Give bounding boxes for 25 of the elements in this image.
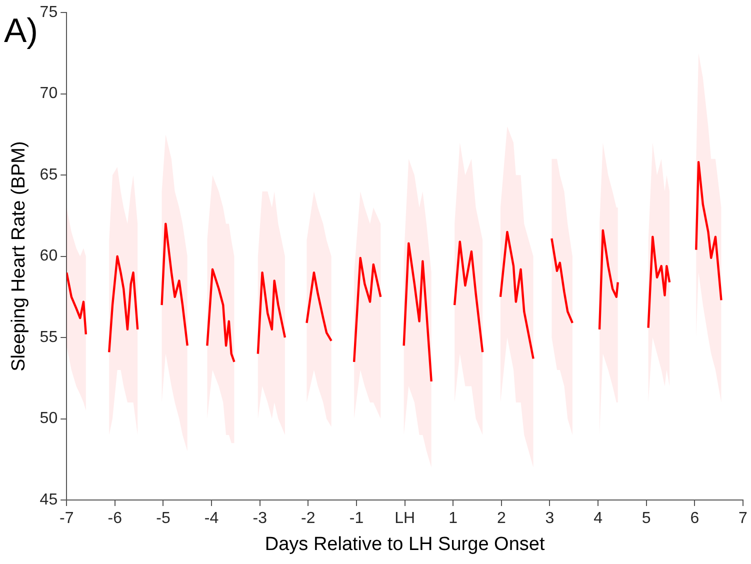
- y-tick-label: 50: [40, 410, 58, 428]
- x-tick-label: -2: [301, 510, 316, 528]
- x-tick-label: 4: [594, 510, 603, 528]
- x-tick-label: -1: [349, 510, 364, 528]
- y-tick-label: 65: [40, 166, 58, 184]
- x-tick-label: -4: [204, 510, 219, 528]
- x-tick-label: 5: [642, 510, 651, 528]
- x-tick-label: 6: [690, 510, 700, 528]
- y-tick-label: 55: [40, 328, 58, 346]
- x-tick-label: LH: [394, 510, 416, 528]
- x-tick-label: 7: [738, 510, 748, 528]
- text: A): [4, 12, 38, 51]
- y-tick-label: 45: [40, 491, 58, 508]
- x-axis-title: Days Relative to LH Surge Onset: [264, 534, 546, 555]
- x-tick-label: 1: [448, 510, 458, 528]
- x-tick-label: -3: [252, 510, 268, 528]
- y-tick-label: 70: [40, 85, 58, 102]
- x-tick-label: -5: [156, 510, 170, 528]
- x-tick-label: 3: [545, 510, 554, 528]
- x-tick-label: 2: [496, 510, 506, 528]
- y-tick-label: 60: [40, 248, 58, 265]
- x-tick-label: -7: [59, 510, 74, 528]
- y-tick-label: 75: [40, 4, 58, 22]
- y-axis-title: Sleeping Heart Rate (BPM): [8, 141, 30, 372]
- x-tick-label: -6: [108, 510, 122, 528]
